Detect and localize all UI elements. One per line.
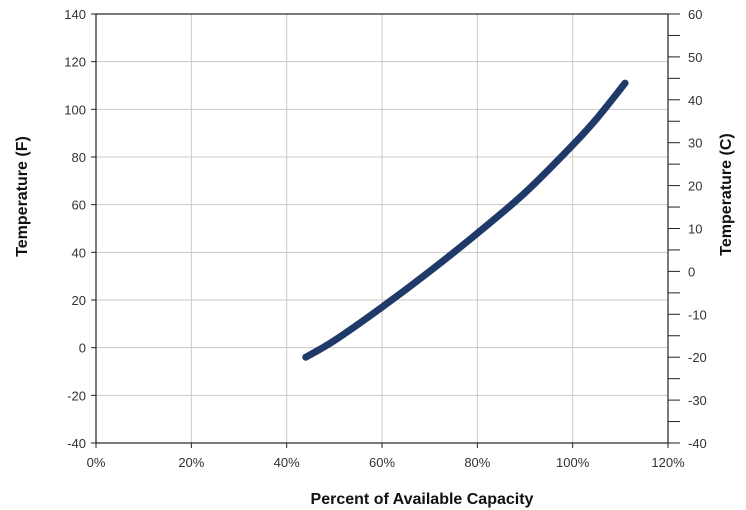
x-tick-label: 120% bbox=[651, 455, 685, 470]
y2-axis-title: Temperature (C) bbox=[718, 133, 735, 255]
y2-tick-label: 50 bbox=[688, 50, 702, 65]
y2-tick-label: -40 bbox=[688, 436, 707, 451]
x-tick-label: 60% bbox=[369, 455, 395, 470]
y2-tick-label: 10 bbox=[688, 222, 702, 237]
x-tick-label: 20% bbox=[178, 455, 204, 470]
x-tick-label: 100% bbox=[556, 455, 590, 470]
y2-tick-label: 30 bbox=[688, 136, 702, 151]
y2-tick-label: -10 bbox=[688, 307, 707, 322]
x-axis-title: Percent of Available Capacity bbox=[311, 491, 534, 508]
y2-tick-label: 20 bbox=[688, 179, 702, 194]
y-tick-label: 60 bbox=[72, 198, 86, 213]
y-tick-label: 20 bbox=[72, 293, 86, 308]
x-tick-label: 80% bbox=[464, 455, 490, 470]
y-tick-label: -40 bbox=[67, 436, 86, 451]
x-tick-label: 0% bbox=[87, 455, 106, 470]
y2-tick-label: 40 bbox=[688, 93, 702, 108]
y-axis-right: -40 -30 -20 -10 0 10 20 30 40 50 60 bbox=[668, 7, 707, 451]
y2-tick-label: -20 bbox=[688, 350, 707, 365]
x-tick-label: 40% bbox=[274, 455, 300, 470]
y-axis-left: -40 -20 0 20 40 60 80 100 120 140 bbox=[64, 7, 96, 451]
series-line bbox=[302, 79, 629, 361]
y-tick-label: 120 bbox=[64, 55, 86, 70]
y-tick-label: 40 bbox=[72, 245, 86, 260]
y-tick-label: -20 bbox=[67, 388, 86, 403]
y-axis-title: Temperature (F) bbox=[14, 136, 31, 257]
grid bbox=[95, 13, 669, 444]
y-tick-label: 140 bbox=[64, 7, 86, 22]
y2-tick-label: -30 bbox=[688, 393, 707, 408]
y2-tick-label: 0 bbox=[688, 264, 695, 279]
y-tick-label: 80 bbox=[72, 150, 86, 165]
y-tick-label: 100 bbox=[64, 102, 86, 117]
y-tick-label: 0 bbox=[79, 341, 86, 356]
x-axis: 0% 20% 40% 60% 80% 100% 120% bbox=[87, 443, 685, 470]
y2-tick-label: 60 bbox=[688, 7, 702, 22]
series-layer bbox=[302, 79, 629, 361]
